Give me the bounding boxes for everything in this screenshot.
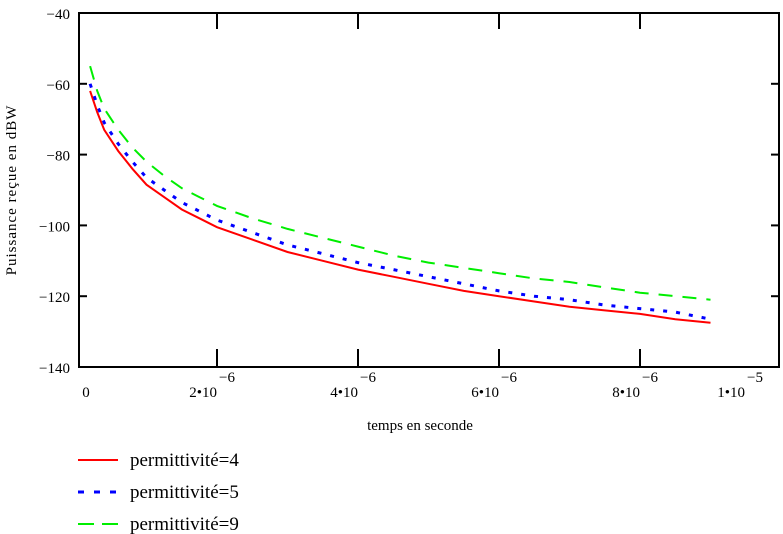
legend-label: permittivité=9 xyxy=(130,514,239,534)
x-tick-exponent: −6 xyxy=(501,370,517,386)
x-tick-exponent: −6 xyxy=(360,370,376,386)
y-tick-label: −120 xyxy=(39,290,70,306)
y-tick-label: −80 xyxy=(47,149,70,165)
y-tick-label: −100 xyxy=(39,219,70,235)
y-tick-label: −40 xyxy=(47,7,70,23)
plot-frame xyxy=(78,12,780,368)
y-tick-label: −140 xyxy=(39,361,70,377)
x-tick-exponent: −6 xyxy=(642,370,658,386)
series-line-2 xyxy=(88,83,711,321)
x-axis-label: temps en seconde xyxy=(367,418,473,434)
x-tick-exponent: −6 xyxy=(219,370,235,386)
series-line-1 xyxy=(89,90,711,324)
x-tick-label: 4•10 xyxy=(330,385,358,401)
series-line-3 xyxy=(89,65,711,301)
x-tick-label: 6•10 xyxy=(471,385,499,401)
legend-label: permittivité=4 xyxy=(130,450,239,471)
x-tick-exponent: −5 xyxy=(747,370,763,386)
y-tick-label: −60 xyxy=(47,78,70,94)
x-tick-label: 0 xyxy=(82,385,90,401)
x-tick-label: 1•10 xyxy=(717,385,745,401)
legend-label: permittivité=5 xyxy=(130,482,239,503)
y-axis-label: Puissance reçue en dBW xyxy=(4,105,20,276)
x-tick-label: 8•10 xyxy=(612,385,640,401)
x-tick-label: 2•10 xyxy=(189,385,217,401)
